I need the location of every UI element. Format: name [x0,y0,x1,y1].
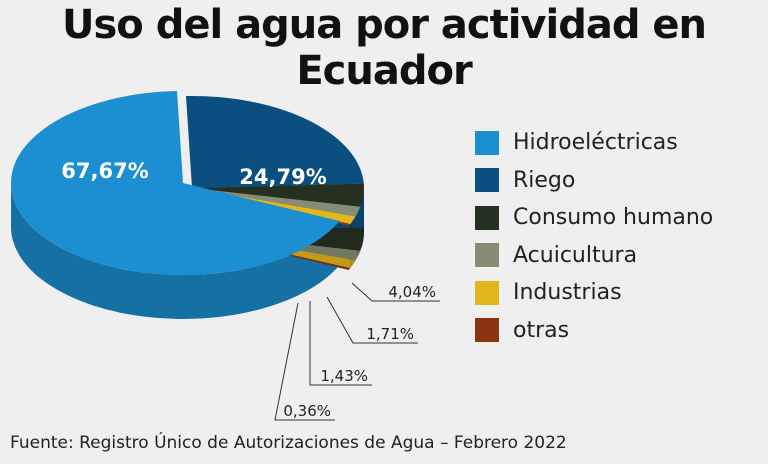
legend-label: Industrias [513,280,622,306]
legend-swatch [475,280,499,305]
leader-line-acuicultura [326,296,418,344]
legend-item-industrias: Industrias [475,274,713,312]
legend-label: Hidroeléctricas [513,130,678,156]
pie-slice-riego [185,96,364,188]
legend-label: Riego [513,167,576,193]
legend-item-hidroelectricas: Hidroeléctricas [475,124,713,162]
legend-label: Acuicultura [513,242,638,268]
leader-line-consumo-humano [351,282,440,302]
data-label-acuicultura: 1,71% [366,325,414,343]
legend-swatch [475,168,499,193]
legend-label: otras [513,317,570,343]
legend: Hidroeléctricas Riego Consumo humano Acu… [475,124,713,349]
pie-side-hidroeléctricas [11,183,340,319]
legend-swatch [475,130,499,155]
chart-title: Uso del agua por actividad en Ecuador [62,2,707,94]
data-label-hidroelectricas: 67,67% [61,159,148,183]
source-note: Fuente: Registro Único de Autorizaciones… [10,433,567,453]
data-label-consumo-humano: 4,04% [388,283,436,301]
legend-swatch [475,205,499,230]
data-label-industrias: 1,43% [320,367,368,385]
legend-label: Consumo humano [513,205,714,231]
legend-item-otras: otras [475,312,713,350]
data-label-riego: 24,79% [239,165,326,189]
legend-swatch [475,243,499,268]
legend-item-consumo-humano: Consumo humano [475,199,713,237]
pie-slice-consumo-humano [192,183,364,207]
legend-item-acuicultura: Acuicultura [475,237,713,275]
leader-line-industrias [309,301,372,386]
legend-swatch [475,318,499,343]
legend-item-riego: Riego [475,162,713,200]
pie-slice-acuicultura [192,188,361,217]
pie-slice-hidroeléctricas [10,91,340,275]
leader-line-otras [274,302,335,421]
data-label-otras: 0,36% [283,402,331,420]
